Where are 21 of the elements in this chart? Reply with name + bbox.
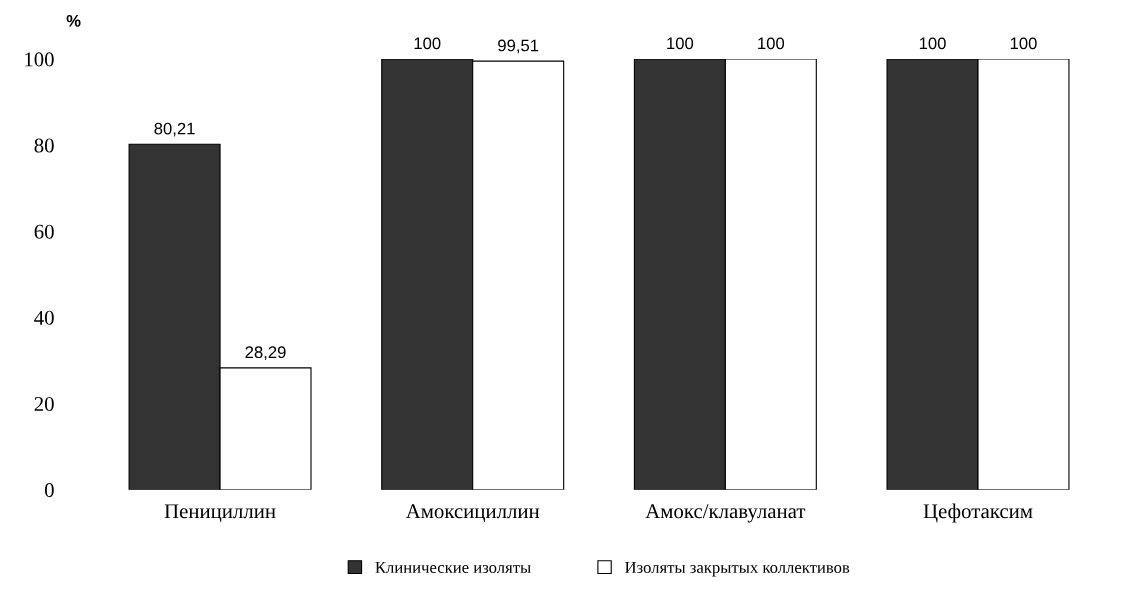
y-axis-title: % <box>66 14 81 27</box>
data-label: 99,51 <box>498 39 539 54</box>
data-label: 28,29 <box>245 346 286 361</box>
y-tick-label: 60 <box>34 224 54 239</box>
y-tick-label: 20 <box>34 396 54 411</box>
x-tick-label: Цефотаксим <box>923 503 1033 523</box>
data-label: 100 <box>667 37 694 50</box>
data-label: 100 <box>414 37 441 50</box>
data-label: 100 <box>1010 37 1037 50</box>
x-tick-label: Амоксициллин <box>405 504 540 523</box>
legend-label: Клинические изоляты <box>375 561 531 574</box>
y-tick-label: 40 <box>34 310 54 325</box>
data-label: 100 <box>919 37 946 50</box>
data-label: 80,21 <box>154 122 195 137</box>
y-tick-label: 80 <box>34 138 54 153</box>
x-tick-label: Пенициллин <box>164 504 276 523</box>
x-tick-label: Амокс/клавуланат <box>645 504 806 523</box>
legend-label: Изоляты закрытых коллективов <box>625 561 850 577</box>
y-tick-label: 100 <box>25 52 54 67</box>
y-tick-label: 0 <box>44 483 54 498</box>
data-label: 100 <box>758 37 785 50</box>
